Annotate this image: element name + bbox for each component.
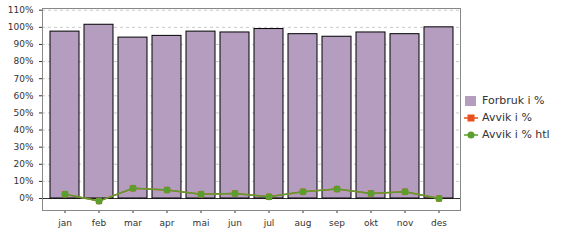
svg-text:des: des — [431, 218, 447, 228]
svg-text:nov: nov — [397, 218, 414, 228]
html-text:Forbruk i %: Forbruk i % — [482, 94, 545, 107]
svg-text:feb: feb — [92, 218, 107, 228]
svg-text:110%: 110% — [8, 5, 34, 15]
svg-text:90%: 90% — [13, 39, 33, 49]
html-text:Avvik i % htl: Avvik i % htl — [482, 128, 550, 141]
svg-text:jul: jul — [263, 218, 275, 228]
svg-text:100%: 100% — [8, 22, 34, 32]
svg-text:30%: 30% — [13, 142, 33, 152]
svg-text:0%: 0% — [19, 193, 34, 203]
svg-text:mai: mai — [193, 218, 210, 228]
svg-text:10%: 10% — [13, 176, 33, 186]
svg-text:60%: 60% — [13, 91, 33, 101]
svg-text:jan: jan — [57, 218, 72, 228]
svg-text:sep: sep — [329, 218, 345, 228]
svg-text:80%: 80% — [13, 56, 33, 66]
html-text:Avvik i %: Avvik i % — [482, 111, 532, 124]
svg-text:20%: 20% — [13, 159, 33, 169]
svg-text:70%: 70% — [13, 74, 33, 84]
svg-text:okt: okt — [364, 218, 379, 228]
svg-text:40%: 40% — [13, 125, 33, 135]
svg-text:mar: mar — [124, 218, 142, 228]
svg-text:apr: apr — [160, 218, 175, 228]
svg-text:50%: 50% — [13, 108, 33, 118]
svg-text:jun: jun — [227, 218, 242, 228]
svg-text:aug: aug — [295, 218, 312, 228]
